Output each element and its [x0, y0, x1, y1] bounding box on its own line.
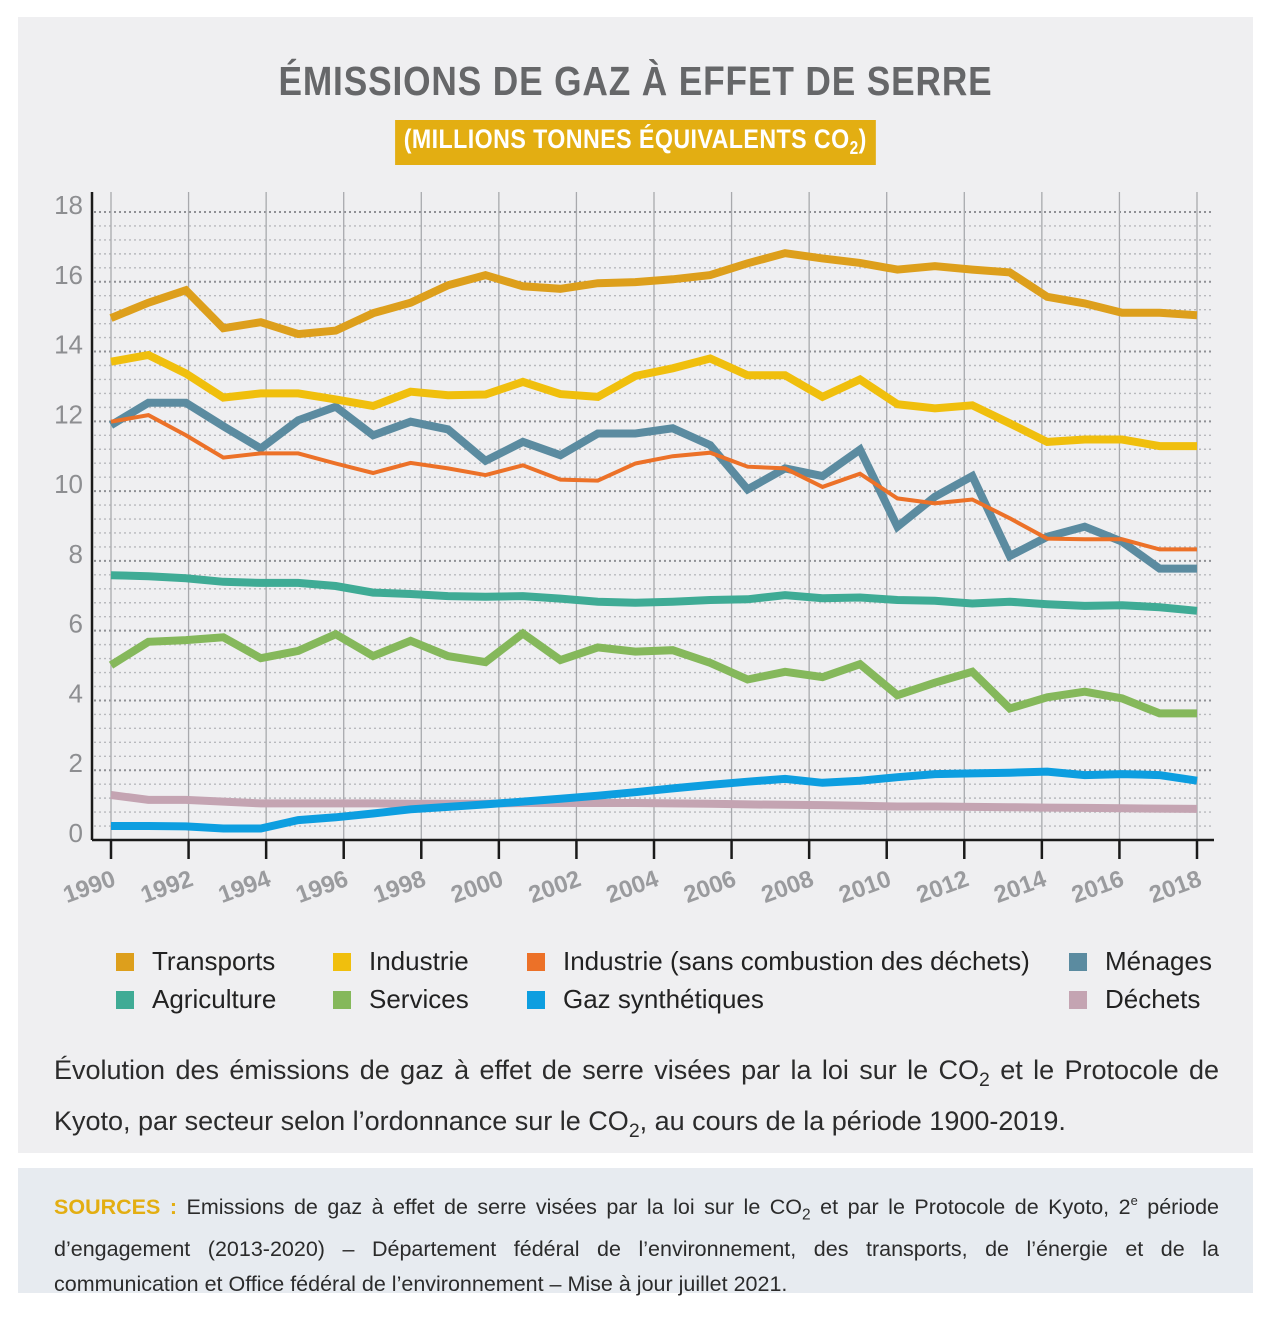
legend-label: Agriculture: [152, 984, 277, 1014]
x-tick-label: 1996: [292, 865, 351, 909]
y-tick-label: 4: [69, 678, 83, 708]
x-tick-label: 2002: [525, 865, 584, 909]
series-line-d-chets: [110, 791, 1198, 813]
x-tick-label: 2012: [913, 865, 972, 909]
legend-label: Gaz synthétiques: [563, 984, 764, 1014]
y-tick-label: 6: [69, 609, 83, 639]
y-tick-label: 10: [54, 469, 83, 499]
y-tick-label: 12: [54, 399, 83, 429]
legend-swatch: [116, 990, 134, 1009]
chart-caption: Évolution des émissions de gaz à effet d…: [54, 1050, 1219, 1152]
y-tick-label: 2: [69, 748, 83, 778]
x-tick-label: 2014: [991, 865, 1051, 909]
sources-subscript: 2: [802, 1206, 811, 1224]
sources-text: SOURCES : Emissions de gaz à effet de se…: [54, 1183, 1219, 1302]
series-line-services: [108, 628, 1197, 718]
legend-item: Industrie: [333, 946, 469, 977]
legend-item: Industrie (sans combustion des déchets): [527, 946, 1030, 977]
x-tick-label: 1998: [370, 865, 429, 909]
legend-swatch: [1069, 952, 1087, 971]
series-line-industrie: [110, 350, 1197, 451]
sources-text-3: période d’engagement (2013-2020) – Dépar…: [54, 1195, 1219, 1297]
x-axis-labels: 1990 1992 1994 1996 1998 2000 2002 2004 2006 2008…: [60, 865, 1205, 909]
chart-title: ÉMISSIONS DE GAZ À EFFET DE SERRE: [278, 58, 993, 104]
y-tick-label: 8: [69, 539, 83, 569]
line-chart: 0 2 4 6 8 10 12 14 16 18 1990 1992 1994 1996 1998 2000…: [54, 190, 1214, 909]
series-line-industrie-sans-combustion-des-d-chets: [110, 413, 1197, 552]
chart-subtitle: (MILLIONS TONNES ÉQUIVALENTS CO2): [395, 120, 876, 165]
x-tick-label: 2010: [835, 865, 894, 909]
sources-panel: [18, 1168, 1253, 1293]
legend-label: Industrie: [369, 946, 469, 976]
legend-label: Ménages: [1105, 946, 1212, 976]
y-tick-label: 0: [69, 818, 83, 848]
y-tick-label: 14: [54, 330, 83, 360]
series-line-gaz-synth-tiques: [111, 767, 1198, 833]
y-axis-labels: 0 2 4 6 8 10 12 14 16 18: [54, 190, 83, 848]
legend-item: Déchets: [1069, 984, 1200, 1015]
series-line-m-nages: [108, 398, 1197, 573]
legend-item: Agriculture: [116, 984, 276, 1015]
legend-label: Industrie (sans combustion des déchets): [563, 946, 1030, 976]
legend-item: Ménages: [1069, 946, 1212, 977]
caption-text-1: Évolution des émissions de gaz à effet d…: [54, 1055, 980, 1085]
grid-lines: [94, 192, 1214, 840]
x-tick-label: 2008: [758, 865, 817, 909]
sources-label: SOURCES :: [54, 1195, 177, 1220]
y-tick-label: 18: [54, 190, 83, 220]
series-line-transports: [109, 249, 1198, 339]
legend-item: Transports: [116, 946, 275, 977]
legend-swatch: [527, 990, 545, 1009]
subtitle-text: (MILLIONS TONNES ÉQUIVALENTS CO: [403, 124, 850, 154]
caption-subscript-1: 2: [979, 1068, 990, 1091]
subtitle-subscript: 2: [849, 138, 859, 158]
x-tick-label: 1990: [60, 865, 119, 909]
legend-label: Transports: [152, 946, 276, 976]
legend-swatch: [1069, 990, 1087, 1009]
caption-text-2: et le Protocole de Kyoto, par secteur se…: [54, 1055, 1219, 1136]
legend-item: Gaz synthétiques: [527, 984, 764, 1015]
legend-swatch: [116, 952, 134, 971]
sources-text-1: Emissions de gaz à effet de serre visées…: [177, 1195, 803, 1220]
legend-swatch: [527, 952, 545, 971]
x-tick-label: 2004: [603, 865, 663, 909]
x-tick-label: 2018: [1146, 865, 1205, 909]
x-tick-label: 2000: [448, 865, 507, 909]
caption-text-3: , au cours de la période 1900-2019.: [639, 1105, 1066, 1136]
legend-label: Services: [369, 984, 469, 1014]
x-tick-label: 2016: [1068, 865, 1127, 909]
axes: [90, 192, 1214, 859]
legend-swatch: [333, 990, 351, 1009]
legend-swatch: [333, 952, 351, 971]
sources-text-2: et par le Protocole de Kyoto, 2: [810, 1195, 1131, 1220]
x-tick-label: 1994: [215, 865, 275, 909]
legend-label: Déchets: [1105, 984, 1201, 1014]
series-line-agriculture: [110, 571, 1198, 615]
subtitle-suffix: ): [858, 124, 868, 154]
x-tick-label: 2006: [680, 865, 739, 909]
sources-superscript: e: [1130, 1193, 1138, 1208]
chart-subtitle-wrap: (MILLIONS TONNES ÉQUIVALENTS CO2): [0, 120, 1271, 165]
caption-subscript-2: 2: [628, 1119, 640, 1142]
y-tick-label: 16: [54, 260, 83, 290]
x-tick-label: 1992: [137, 865, 196, 909]
series-lines: [108, 249, 1198, 833]
legend-item: Services: [333, 984, 469, 1015]
